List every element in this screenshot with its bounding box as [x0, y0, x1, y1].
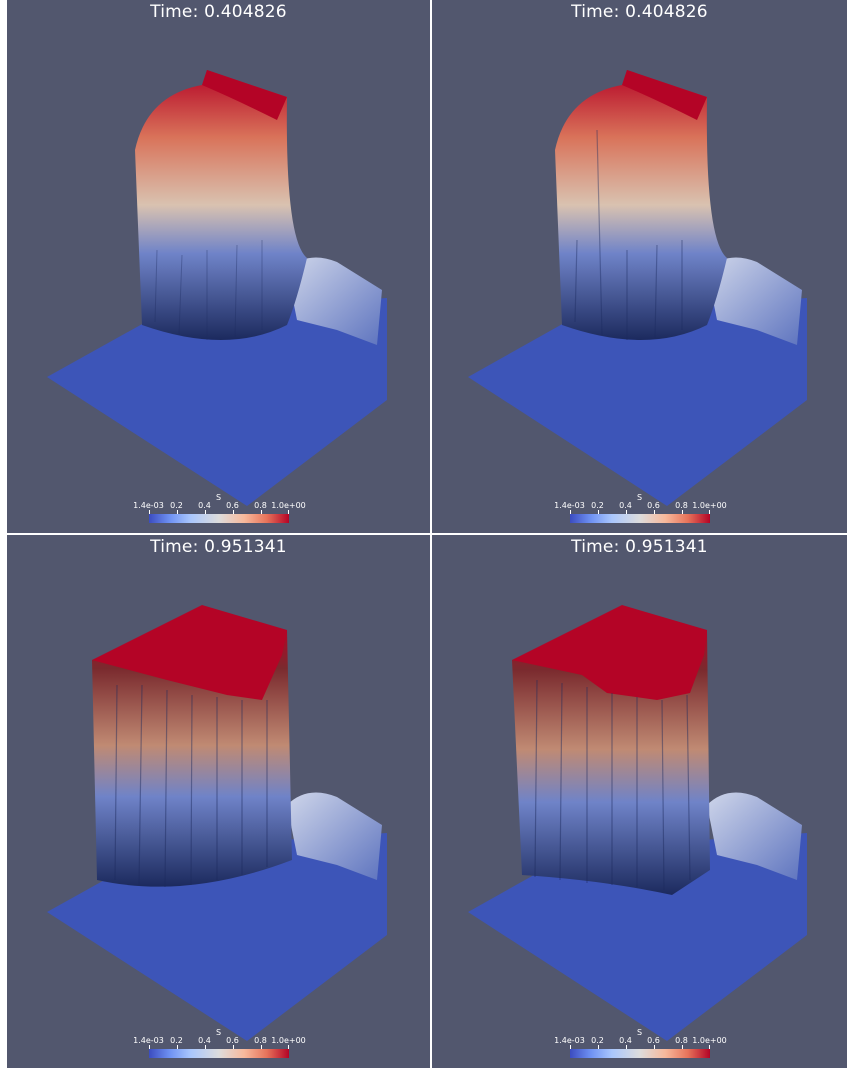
colorbar-label: S: [636, 493, 643, 502]
colorbar-gradient: [569, 1049, 710, 1058]
tick-label: 0.2: [170, 501, 183, 510]
colorbar-legend: S 1.4e-03 0.2 0.4 0.6 0.8 1.0e+00: [550, 493, 730, 533]
render-view-bottom-left[interactable]: Time: 0.951341: [7, 535, 430, 1068]
tick-label: 1.0e+00: [271, 501, 306, 510]
tick-label: 1.4e-03: [133, 1036, 164, 1045]
tick-label: 1.0e+00: [692, 1036, 727, 1045]
colorbar-gradient: [569, 514, 710, 523]
colorbar-tick-labels: 1.4e-03 0.2 0.4 0.6 0.8 1.0e+00: [129, 501, 309, 511]
tick-label: 0.2: [591, 501, 604, 510]
base-plane: [47, 298, 387, 506]
colorbar-legend: S 1.4e-03 0.2 0.4 0.6 0.8 1.0e+00: [129, 1028, 309, 1068]
colorbar-label: S: [636, 1028, 643, 1037]
tick-label: 0.8: [254, 501, 267, 510]
base-plane: [468, 298, 807, 506]
colorbar-tick-marks: [569, 1045, 710, 1049]
mesh-ridges: [574, 129, 683, 340]
render-view-top-right[interactable]: Time: 0.404826: [432, 0, 847, 533]
side-slope: [707, 257, 802, 345]
tick-label: 0.6: [647, 1036, 660, 1045]
side-slope: [707, 792, 802, 880]
saturation-surface-plot: [47, 70, 387, 506]
colorbar-tick-marks: [148, 510, 289, 514]
colorbar-gradient: [148, 1049, 289, 1058]
top-cap: [622, 70, 707, 120]
tick-label: 1.4e-03: [554, 501, 585, 510]
saturation-front-surface: [555, 70, 727, 340]
tick-label: 1.4e-03: [554, 1036, 585, 1045]
colorbar-tick-labels: 1.4e-03 0.2 0.4 0.6 0.8 1.0e+00: [550, 1036, 730, 1046]
saturation-surface-plot: [47, 605, 387, 1041]
time-annotation: Time: 0.951341: [150, 537, 287, 557]
colorbar-tick-marks: [148, 1045, 289, 1049]
tick-label: 0.8: [254, 1036, 267, 1045]
colorbar-tick-labels: 1.4e-03 0.2 0.4 0.6 0.8 1.0e+00: [550, 501, 730, 511]
side-slope: [287, 792, 382, 880]
tick-label: 0.2: [170, 1036, 183, 1045]
tick-label: 0.4: [619, 1036, 632, 1045]
time-annotation: Time: 0.404826: [571, 2, 708, 22]
saturation-surface-plot: [468, 605, 807, 1041]
tick-label: 0.4: [198, 501, 211, 510]
base-plane: [468, 833, 807, 1041]
top-cap: [92, 605, 287, 700]
tick-label: 0.4: [198, 1036, 211, 1045]
mesh-ridges: [154, 240, 263, 340]
tick-label: 0.4: [619, 501, 632, 510]
render-view-bottom-right[interactable]: Time: 0.951341: [432, 535, 847, 1068]
saturation-front-surface: [135, 70, 307, 340]
tick-label: 0.8: [675, 1036, 688, 1045]
colorbar-label: S: [215, 493, 222, 502]
render-view-top-left[interactable]: Time: 0.404826: [7, 0, 430, 533]
colorbar-legend: S 1.4e-03 0.2 0.4 0.6 0.8 1.0e+00: [550, 1028, 730, 1068]
tick-label: 1.0e+00: [271, 1036, 306, 1045]
tick-label: 1.4e-03: [133, 501, 164, 510]
tick-label: 0.2: [591, 1036, 604, 1045]
mesh-ridges: [534, 679, 691, 891]
colorbar-tick-marks: [569, 510, 710, 514]
time-annotation: Time: 0.404826: [150, 2, 287, 22]
tick-label: 1.0e+00: [692, 501, 727, 510]
tick-label: 0.6: [226, 1036, 239, 1045]
tick-label: 0.6: [647, 501, 660, 510]
colorbar-legend: S 1.4e-03 0.2 0.4 0.6 0.8 1.0e+00: [129, 493, 309, 533]
top-cap: [202, 70, 287, 120]
colorbar-tick-labels: 1.4e-03 0.2 0.4 0.6 0.8 1.0e+00: [129, 1036, 309, 1046]
time-annotation: Time: 0.951341: [571, 537, 708, 557]
tick-label: 0.8: [675, 501, 688, 510]
tick-label: 0.6: [226, 501, 239, 510]
top-cap: [512, 605, 707, 700]
colorbar-label: S: [215, 1028, 222, 1037]
side-slope: [287, 257, 382, 345]
saturation-surface-plot: [468, 70, 807, 506]
colorbar-gradient: [148, 514, 289, 523]
mesh-ridges: [114, 684, 268, 888]
